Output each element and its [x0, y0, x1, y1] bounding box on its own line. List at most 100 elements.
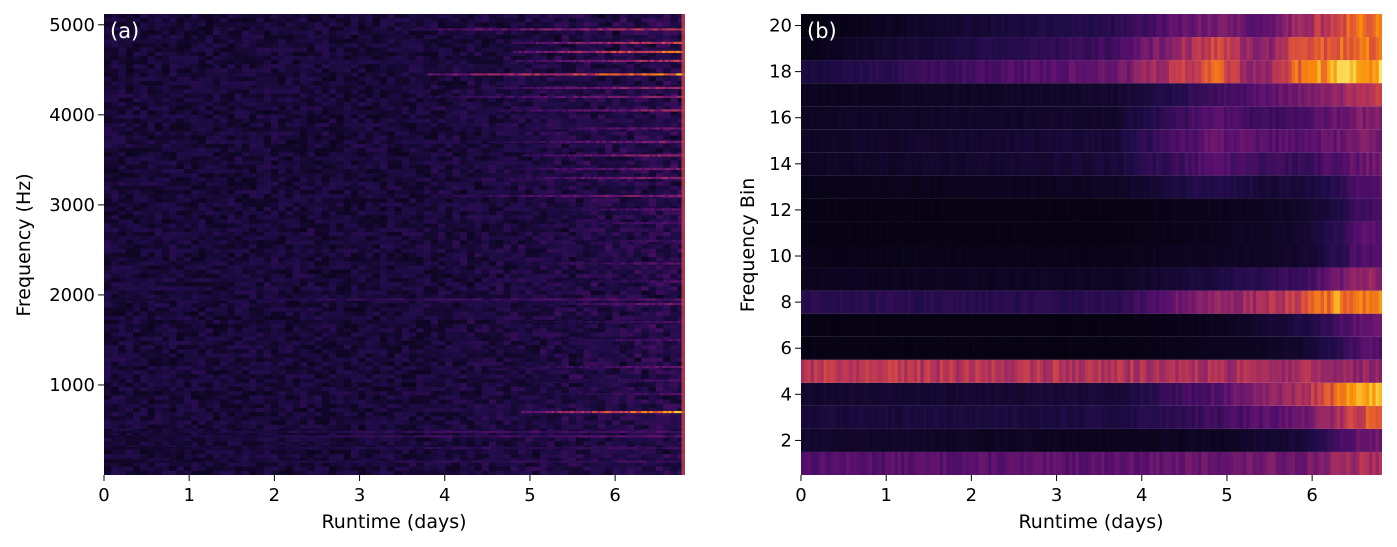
- heatmap-cell-a: [612, 122, 620, 128]
- heatmap-cell-a: [358, 14, 366, 19]
- heatmap-cell-a: [430, 257, 439, 262]
- heatmap-cell-a: [619, 210, 628, 216]
- heatmap-cell-a: [510, 227, 519, 233]
- heatmap-cell-a: [583, 39, 591, 44]
- heatmap-cell-a: [379, 93, 388, 99]
- heatmap-cell-a: [321, 152, 330, 157]
- heatmap-cell-a: [111, 131, 119, 136]
- heatmap-cell-a: [350, 106, 359, 111]
- heatmap-cell-a: [271, 127, 279, 132]
- heatmap-cell-a: [634, 106, 642, 111]
- heatmap-cell-a: [467, 85, 475, 90]
- heatmap-cell-a: [416, 55, 424, 61]
- heatmap-cell-a: [394, 76, 403, 82]
- heatmap-cell-a: [111, 273, 119, 279]
- heatmap-cell-a: [547, 14, 555, 19]
- heatmap-cell-a: [663, 55, 671, 61]
- heatmap-cell-a: [539, 185, 548, 191]
- heatmap-cell-a: [547, 227, 555, 233]
- heatmap-cell-a: [249, 68, 257, 73]
- heatmap-cell-a: [561, 143, 570, 149]
- heatmap-cell-a: [561, 60, 570, 65]
- heatmap-cell-a: [452, 60, 461, 65]
- heatmap-cell-a: [474, 39, 482, 44]
- heatmap-cell-a: [510, 39, 519, 44]
- heatmap-cell-a: [111, 181, 119, 187]
- heatmap-cell-a: [619, 102, 628, 107]
- heatmap-cell-a: [409, 202, 417, 208]
- heatmap-cell-a: [576, 240, 584, 245]
- heatmap-cell-a: [169, 97, 177, 103]
- heatmap-cell-a: [372, 51, 381, 57]
- heatmap-cell-a: [438, 190, 446, 195]
- heatmap-cell-a: [641, 47, 649, 53]
- heatmap-cell-a: [300, 118, 308, 124]
- heatmap-cell-a: [670, 257, 679, 262]
- heatmap-cell-a: [300, 14, 308, 19]
- heatmap-cell-a: [205, 68, 214, 73]
- heatmap-cell-a: [517, 60, 526, 65]
- heatmap-cell-a: [387, 198, 395, 203]
- heatmap-cell-a: [256, 210, 265, 216]
- heatmap-cell-a: [474, 185, 482, 191]
- heatmap-cell-a: [568, 102, 577, 107]
- heatmap-cell-a: [670, 265, 679, 270]
- heatmap-cell-a: [191, 39, 199, 44]
- heatmap-cell-a: [212, 265, 221, 270]
- heatmap-cell-a: [467, 106, 475, 111]
- heatmap-cell-a: [285, 22, 294, 27]
- heatmap-cell-a: [401, 240, 410, 245]
- heatmap-cell-a: [329, 248, 337, 254]
- heatmap-cell-a: [590, 190, 599, 195]
- heatmap-cell-a: [162, 39, 170, 44]
- heatmap-cell-a: [329, 18, 337, 23]
- heatmap-cell-a: [118, 93, 127, 99]
- heatmap-cell-a: [118, 30, 127, 36]
- heatmap-cell-a: [133, 81, 141, 86]
- heatmap-cell-a: [488, 51, 497, 57]
- heatmap-cell-a: [227, 219, 236, 224]
- heatmap-cell-a: [677, 55, 685, 61]
- heatmap-cell-a: [118, 118, 127, 124]
- heatmap-cell-a: [626, 190, 635, 195]
- heatmap-cell-a: [111, 240, 119, 245]
- heatmap-cell-a: [655, 114, 664, 120]
- heatmap-cell-a: [459, 14, 468, 19]
- heatmap-cell-a: [191, 139, 199, 145]
- heatmap-cell-a: [510, 97, 519, 103]
- heatmap-cell-a: [416, 194, 424, 199]
- heatmap-cell-a: [481, 131, 490, 136]
- heatmap-cell-a: [198, 273, 206, 279]
- heatmap-cell-a: [198, 210, 206, 216]
- heatmap-cell-a: [655, 55, 664, 61]
- heatmap-cell-a: [256, 177, 265, 182]
- heatmap-cell-a: [169, 43, 177, 48]
- heatmap-cell-a: [423, 206, 432, 212]
- heatmap-cell-a: [554, 51, 562, 57]
- heatmap-cell-a: [445, 68, 453, 73]
- heatmap-cell-a: [401, 26, 410, 32]
- heatmap-cell-a: [198, 64, 206, 69]
- heatmap-cell-a: [125, 240, 134, 245]
- heatmap-cell-a: [394, 185, 403, 191]
- heatmap-cell-a: [263, 18, 272, 23]
- heatmap-cell-a: [278, 240, 286, 245]
- heatmap-cell-a: [532, 55, 541, 61]
- heatmap-cell-a: [350, 148, 359, 153]
- heatmap-cell-a: [191, 76, 199, 82]
- heatmap-cell-a: [510, 215, 519, 220]
- heatmap-cell-a: [300, 43, 308, 48]
- heatmap-cell-a: [249, 118, 257, 124]
- heatmap-cell-a: [111, 22, 119, 27]
- heatmap-cell-a: [409, 257, 417, 262]
- heatmap-cell-a: [133, 152, 141, 157]
- heatmap-cell-a: [372, 248, 381, 254]
- heatmap-cell-a: [438, 252, 446, 258]
- heatmap-cell-a: [234, 252, 243, 258]
- heatmap-cell-a: [285, 14, 294, 19]
- heatmap-cell-a: [176, 173, 185, 178]
- heatmap-cell-a: [220, 18, 228, 23]
- heatmap-cell-a: [452, 97, 461, 103]
- heatmap-cell-a: [590, 18, 599, 23]
- heatmap-cell-a: [358, 160, 366, 166]
